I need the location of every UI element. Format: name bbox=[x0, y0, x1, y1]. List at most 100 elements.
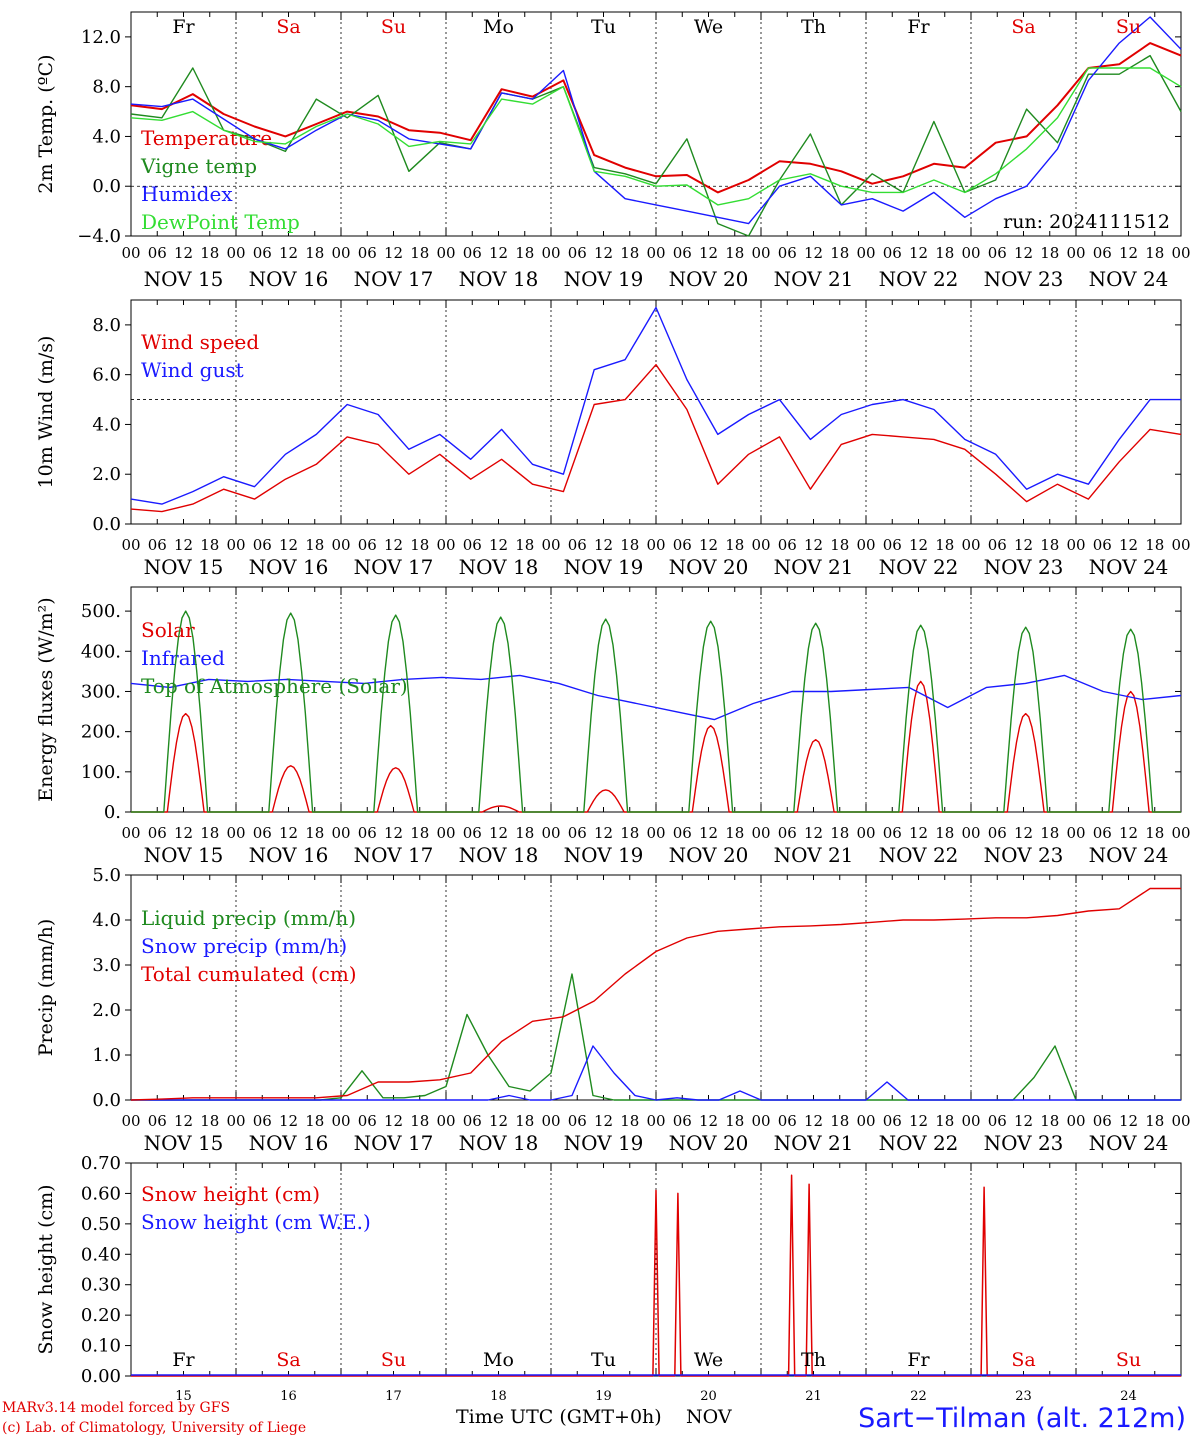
hour-tick-label: 18 bbox=[410, 824, 429, 842]
hour-tick-label: 18 bbox=[935, 536, 954, 554]
legend-solar: Solar bbox=[141, 618, 195, 642]
date-label: NOV 24 bbox=[1089, 843, 1169, 867]
series-snow-precip-mm-h bbox=[131, 1045, 1181, 1101]
hour-tick-label: 06 bbox=[568, 824, 587, 842]
hour-tick-label: 06 bbox=[253, 244, 272, 262]
hour-tick-label: 18 bbox=[935, 244, 954, 262]
hour-tick-label: 18 bbox=[620, 244, 639, 262]
hour-tick-label: 00 bbox=[226, 536, 245, 554]
hour-tick-label: 12 bbox=[1014, 824, 1033, 842]
hour-tick-label: 00 bbox=[961, 824, 980, 842]
hour-tick-label: 18 bbox=[1145, 824, 1164, 842]
legend-liquid-precip-mm-h: Liquid precip (mm/h) bbox=[141, 906, 356, 930]
hour-tick-label: 18 bbox=[1040, 536, 1059, 554]
hour-tick-label: 00 bbox=[646, 1112, 665, 1130]
hour-tick-label: 00 bbox=[751, 824, 770, 842]
y-tick-label: 3.0 bbox=[92, 955, 121, 976]
hour-tick-label: 18 bbox=[935, 824, 954, 842]
hour-tick-label: 12 bbox=[909, 1112, 928, 1130]
hour-tick-label: 12 bbox=[804, 1112, 823, 1130]
hour-tick-label: 06 bbox=[148, 244, 167, 262]
hour-tick-label: 00 bbox=[1171, 536, 1190, 554]
hour-tick-label: 18 bbox=[200, 244, 219, 262]
date-label: NOV 16 bbox=[249, 267, 329, 291]
date-label: NOV 21 bbox=[774, 555, 854, 579]
hour-tick-label: 12 bbox=[699, 536, 718, 554]
y-tick-label: 400. bbox=[81, 641, 121, 662]
hour-tick-label: 06 bbox=[358, 824, 377, 842]
hour-tick-label: 18 bbox=[515, 824, 534, 842]
y-tick-label: 2.0 bbox=[92, 1000, 121, 1021]
hour-tick-label: 06 bbox=[148, 1112, 167, 1130]
day-number: 16 bbox=[280, 1389, 297, 1404]
hour-tick-label: 12 bbox=[279, 244, 298, 262]
day-name-top: Sa bbox=[1011, 16, 1035, 38]
day-name-bottom: Mo bbox=[483, 1349, 514, 1371]
day-name-top: Th bbox=[801, 16, 826, 38]
y-tick-label: 0. bbox=[104, 802, 121, 823]
day-number: 23 bbox=[1015, 1389, 1032, 1404]
date-label: NOV 15 bbox=[144, 843, 224, 867]
hour-tick-label: 18 bbox=[305, 536, 324, 554]
hour-tick-label: 12 bbox=[594, 536, 613, 554]
y-axis-label: Energy fluxes (W/m²) bbox=[35, 597, 57, 801]
hour-tick-label: 06 bbox=[988, 824, 1007, 842]
hour-tick-label: 00 bbox=[961, 536, 980, 554]
hour-tick-label: 00 bbox=[751, 536, 770, 554]
date-label: NOV 16 bbox=[249, 843, 329, 867]
hour-tick-label: 18 bbox=[200, 824, 219, 842]
date-label: NOV 20 bbox=[669, 555, 749, 579]
day-name-top: Fr bbox=[172, 16, 195, 38]
legend-snow-height-cm-w-e: Snow height (cm W.E.) bbox=[141, 1210, 371, 1234]
legend-total-cumulated-cm: Total cumulated (cm) bbox=[141, 962, 357, 986]
hour-tick-label: 00 bbox=[541, 824, 560, 842]
date-label: NOV 16 bbox=[249, 555, 329, 579]
hour-tick-label: 12 bbox=[279, 536, 298, 554]
date-label: NOV 17 bbox=[354, 555, 434, 579]
hour-tick-label: 18 bbox=[830, 244, 849, 262]
hour-tick-label: 06 bbox=[358, 244, 377, 262]
hour-tick-label: 06 bbox=[358, 1112, 377, 1130]
date-label: NOV 17 bbox=[354, 843, 434, 867]
legend-wind-speed: Wind speed bbox=[141, 330, 259, 354]
hour-tick-label: 18 bbox=[305, 824, 324, 842]
hour-tick-label: 18 bbox=[410, 536, 429, 554]
hour-tick-label: 00 bbox=[961, 1112, 980, 1130]
hour-tick-label: 00 bbox=[331, 824, 350, 842]
day-name-top: Su bbox=[381, 16, 406, 38]
hour-tick-label: 18 bbox=[725, 536, 744, 554]
hour-tick-label: 00 bbox=[121, 536, 140, 554]
hour-tick-label: 12 bbox=[1119, 1112, 1138, 1130]
date-label: NOV 23 bbox=[984, 555, 1064, 579]
hour-tick-label: 06 bbox=[778, 244, 797, 262]
date-label: NOV 23 bbox=[984, 843, 1064, 867]
hour-tick-label: 12 bbox=[909, 824, 928, 842]
hour-tick-label: 06 bbox=[673, 244, 692, 262]
y-axis-label: Snow height (cm) bbox=[35, 1184, 57, 1354]
hour-tick-label: 06 bbox=[778, 1112, 797, 1130]
hour-tick-label: 12 bbox=[909, 244, 928, 262]
day-number: 21 bbox=[805, 1389, 822, 1404]
hour-tick-label: 12 bbox=[1119, 824, 1138, 842]
hour-tick-label: 00 bbox=[436, 244, 455, 262]
date-label: NOV 22 bbox=[879, 843, 959, 867]
legend-top-of-atmosphere-solar: Top of Atmosphere (Solar) bbox=[141, 674, 408, 698]
hour-tick-label: 12 bbox=[489, 244, 508, 262]
date-label: NOV 18 bbox=[459, 555, 539, 579]
date-label: NOV 19 bbox=[564, 267, 644, 291]
hour-tick-label: 06 bbox=[463, 244, 482, 262]
y-tick-label: 0.10 bbox=[81, 1336, 121, 1357]
hour-tick-label: 12 bbox=[384, 1112, 403, 1130]
hour-tick-label: 18 bbox=[830, 824, 849, 842]
legend-infrared: Infrared bbox=[141, 646, 225, 670]
legend-snow-height-cm: Snow height (cm) bbox=[141, 1182, 320, 1206]
day-name-bottom: Fr bbox=[907, 1349, 930, 1371]
date-label: NOV 21 bbox=[774, 843, 854, 867]
y-tick-label: 0.30 bbox=[81, 1275, 121, 1296]
hour-tick-label: 18 bbox=[725, 244, 744, 262]
hour-tick-label: 18 bbox=[1040, 824, 1059, 842]
hour-tick-label: 00 bbox=[1171, 1112, 1190, 1130]
series-temperature bbox=[130, 42, 1182, 194]
hour-tick-label: 18 bbox=[935, 1112, 954, 1130]
